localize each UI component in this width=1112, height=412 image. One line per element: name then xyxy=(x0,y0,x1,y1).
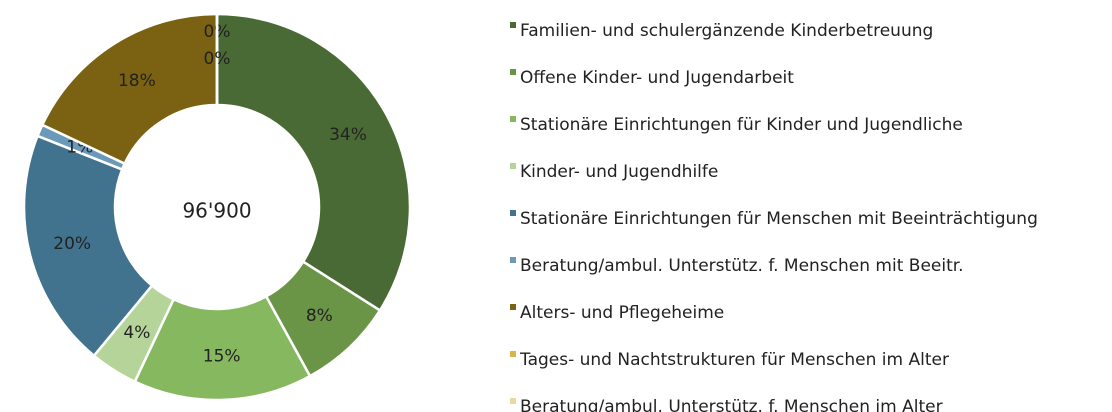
legend-label: Familien- und schulergänzende Kinderbetr… xyxy=(520,21,933,41)
legend-swatch xyxy=(510,398,516,404)
slice xyxy=(40,12,219,166)
data-label: 0% xyxy=(204,49,231,69)
legend-swatch xyxy=(510,69,516,75)
legend-label: Kinder- und Jugendhilfe xyxy=(520,162,718,182)
data-label: 20% xyxy=(53,234,91,254)
legend-label: Offene Kinder- und Jugendarbeit xyxy=(520,68,794,88)
data-label: 8% xyxy=(306,306,333,326)
legend-swatch xyxy=(510,163,516,169)
legend-label: Tages- und Nachtstrukturen für Menschen … xyxy=(519,350,949,370)
data-label: 4% xyxy=(123,323,150,343)
data-label: 15% xyxy=(203,346,241,366)
legend-swatch xyxy=(510,210,516,216)
legend-swatch xyxy=(510,304,516,310)
legend-label: Beratung/ambul. Unterstütz. f. Menschen … xyxy=(520,256,964,276)
legend-label: Stationäre Einrichtungen für Menschen mi… xyxy=(520,209,1038,229)
legend-swatch xyxy=(510,351,516,357)
data-label: 18% xyxy=(118,71,156,91)
legend-label: Stationäre Einrichtungen für Kinder und … xyxy=(520,115,963,135)
data-label: 34% xyxy=(329,125,367,145)
slice xyxy=(22,134,154,358)
legend-swatch xyxy=(510,257,516,263)
slice xyxy=(215,12,412,313)
legend-swatch xyxy=(510,22,516,28)
legend-swatch xyxy=(510,116,516,122)
legend-label: Beratung/ambul. Unterstütz. f. Menschen … xyxy=(520,397,943,412)
center-label: 96'900 xyxy=(182,199,251,223)
legend-label: Alters- und Pflegeheime xyxy=(520,303,724,323)
